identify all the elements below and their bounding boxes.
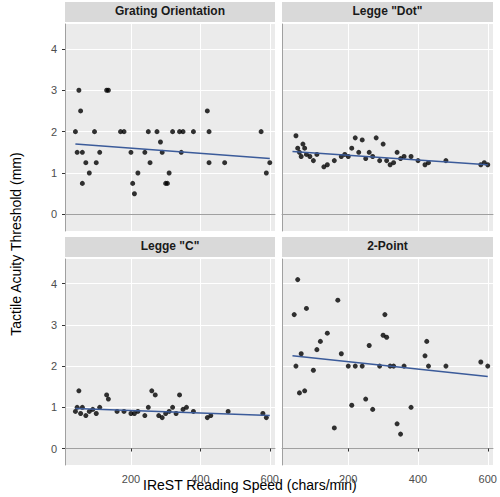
svg-text:2: 2 (51, 126, 57, 138)
svg-text:Grating Orientation: Grating Orientation (115, 4, 225, 18)
svg-text:IReST Reading Speed (chars/min: IReST Reading Speed (chars/min) (143, 477, 357, 493)
svg-text:200: 200 (339, 473, 357, 485)
svg-text:4: 4 (51, 43, 57, 55)
svg-text:1: 1 (51, 167, 57, 179)
svg-text:600: 600 (479, 473, 497, 485)
svg-text:3: 3 (51, 319, 57, 331)
svg-text:3: 3 (51, 84, 57, 96)
svg-text:Legge "C": Legge "C" (141, 239, 200, 253)
svg-text:0: 0 (51, 443, 57, 455)
svg-text:2: 2 (51, 360, 57, 372)
svg-text:0: 0 (51, 208, 57, 220)
svg-text:1: 1 (51, 401, 57, 413)
svg-text:200: 200 (122, 473, 140, 485)
svg-text:600: 600 (261, 473, 279, 485)
svg-text:Tactile Acuity Threshold (mm): Tactile Acuity Threshold (mm) (8, 152, 24, 335)
svg-text:400: 400 (191, 473, 209, 485)
svg-text:400: 400 (409, 473, 427, 485)
svg-text:4: 4 (51, 278, 57, 290)
svg-text:Legge "Dot": Legge "Dot" (352, 4, 422, 18)
svg-text:2-Point: 2-Point (367, 239, 408, 253)
